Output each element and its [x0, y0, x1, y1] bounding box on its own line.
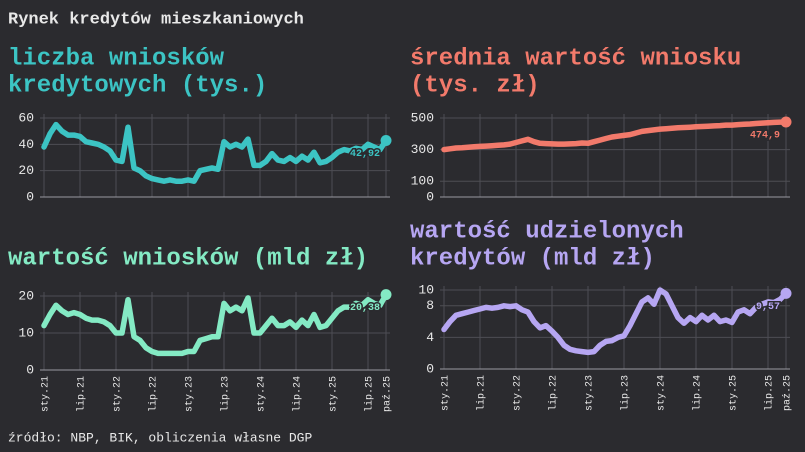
y-tick-label: 300: [411, 142, 434, 157]
x-tick-label: lip.25: [364, 376, 376, 412]
x-tick-label: paź.25: [782, 375, 794, 411]
y-tick-label: 20: [18, 288, 34, 303]
chart-title: wartość wniosków (mld zł): [8, 245, 368, 272]
x-tick-label: sty.21: [41, 376, 52, 412]
chart-title: (tys. zł): [410, 72, 540, 99]
x-tick-label: lip.24: [292, 376, 304, 412]
x-tick-label: sty.24: [657, 375, 668, 411]
y-tick-label: 20: [18, 163, 34, 178]
x-tick-label: lip.24: [692, 375, 704, 411]
end-label: 9,57: [756, 302, 780, 313]
x-tick-label: lip.22: [148, 376, 160, 412]
end-label: 42,92: [350, 149, 380, 160]
x-tick-label: sty.25: [729, 375, 740, 411]
x-tick-label: sty.23: [585, 375, 596, 411]
x-tick-label: lip.22: [548, 375, 560, 411]
end-point: [380, 289, 392, 301]
y-tick-label: 60: [18, 110, 34, 125]
y-tick-label: 8: [426, 298, 434, 313]
chart-title: liczba wniosków: [8, 45, 225, 72]
end-label: 20,38: [350, 303, 380, 314]
chart-title: kredytowych (tys.): [8, 72, 267, 99]
y-tick-label: 0: [26, 189, 34, 204]
line: [41, 121, 389, 184]
x-tick-label: sty.22: [113, 376, 124, 412]
end-point: [780, 116, 792, 128]
y-tick-label: 0: [426, 189, 434, 204]
x-tick-label: lip.23: [220, 376, 232, 412]
x-tick-label: paź.25: [382, 376, 394, 412]
end-point: [380, 134, 392, 146]
x-tick-label: lip.21: [76, 376, 88, 412]
x-tick-label: sty.25: [329, 376, 340, 412]
x-tick-label: sty.23: [185, 376, 196, 412]
y-tick-label: 40: [18, 137, 34, 152]
end-label: 474,9: [750, 131, 780, 142]
line: [41, 291, 389, 357]
line: [441, 287, 789, 356]
y-tick-label: 0: [26, 362, 34, 377]
x-tick-label: sty.24: [257, 376, 268, 412]
y-tick-label: 10: [18, 325, 34, 340]
x-tick-label: lip.21: [476, 375, 488, 411]
x-tick-label: lip.25: [764, 375, 776, 411]
y-tick-label: 4: [426, 330, 434, 345]
x-tick-label: lip.23: [620, 375, 632, 411]
chart-title: średnia wartość wniosku: [410, 45, 741, 72]
y-tick-label: 10: [418, 282, 434, 297]
x-tick-label: sty.21: [441, 375, 452, 411]
y-tick-label: 0: [426, 361, 434, 376]
page-title: Rynek kredytów mieszkaniowych: [8, 10, 304, 29]
end-point: [780, 287, 792, 299]
chart-title: wartość udzielonych: [410, 218, 684, 245]
x-tick-label: sty.22: [513, 375, 524, 411]
y-tick-label: 100: [411, 174, 434, 189]
y-tick-label: 500: [411, 110, 434, 125]
line: [441, 119, 789, 153]
chart-title: kredytów (mld zł): [410, 245, 655, 272]
source: źródło: NBP, BIK, obliczenia własne DGP: [8, 430, 312, 445]
